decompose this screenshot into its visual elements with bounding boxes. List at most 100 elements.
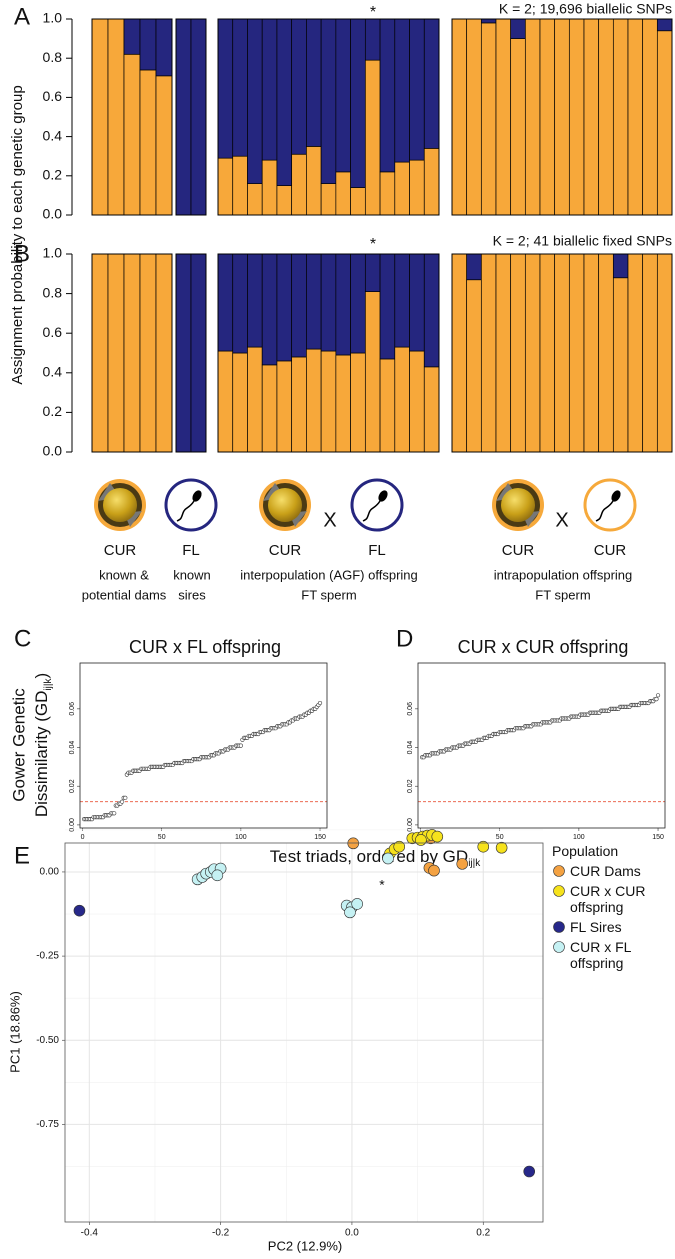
icon-caption: sires: [178, 587, 206, 602]
bar-segment: [612, 253, 629, 279]
legend-marker: [553, 865, 565, 877]
legend-title: Population: [552, 843, 619, 859]
y-tick-label: 0.04: [69, 741, 76, 755]
group-frame: [451, 18, 673, 216]
y-tick-label: 0.4: [43, 127, 63, 143]
bar-segment: [276, 185, 293, 216]
group-frame: [217, 18, 440, 216]
group-frame: [451, 253, 673, 453]
icon-caption: FT sperm: [301, 587, 356, 602]
legend-swatch: [553, 921, 565, 933]
x-tick-label: 100: [573, 834, 585, 841]
y-tick-label: 0.00: [407, 818, 414, 832]
x-tick-label: 50: [158, 834, 166, 841]
cross-symbol: X: [323, 509, 336, 531]
legend-marker: [553, 941, 565, 953]
bar-segment: [612, 277, 629, 453]
y-tick-label: 0.2: [43, 167, 63, 183]
x-tick-label: -0.2: [212, 1228, 230, 1239]
bar-segment: [335, 171, 351, 216]
y-tick-label: 0.02: [69, 779, 76, 793]
bar-segment: [139, 18, 157, 71]
bar-segment: [394, 253, 410, 348]
bar-segment: [598, 253, 614, 453]
bar-segment: [510, 38, 526, 216]
group-frame: [91, 18, 173, 216]
bar-segment: [350, 18, 366, 188]
icon-label: FL: [182, 542, 200, 559]
y-axis-label: Gower Genetic: [9, 688, 28, 802]
data-point: [495, 841, 508, 854]
x-axis-label-text: Test triads, ordered by GD: [270, 847, 468, 866]
bar-segment: [291, 153, 307, 216]
bar-segment: [423, 253, 440, 368]
y-axis-label-end: ): [32, 673, 51, 679]
x-tick-label: 0.0: [345, 1228, 359, 1239]
bar-segment: [480, 18, 497, 24]
data-point: [120, 799, 125, 804]
bar-segment: [155, 75, 173, 216]
bar-segment: [539, 18, 556, 216]
x-tick-label: 0: [81, 834, 85, 841]
plot-frame: [64, 842, 544, 1223]
bar-segment: [568, 253, 585, 453]
bar-segment: [423, 366, 440, 453]
y-tick-label: -0.50: [36, 1035, 59, 1046]
legend-item: CUR x CUR offspring: [552, 883, 672, 915]
bar-segment: [217, 350, 234, 453]
bar-segment: [350, 352, 366, 453]
bar-segment: [451, 18, 468, 216]
bar-segment: [627, 18, 644, 216]
bar-segment: [320, 183, 337, 216]
y-tick-label: -0.75: [36, 1119, 59, 1130]
bar-segment: [123, 53, 141, 216]
bar-segment: [217, 157, 234, 216]
data-point: [351, 898, 363, 910]
bar-segment: [261, 18, 278, 161]
bar-segment: [261, 159, 278, 216]
bar-segment: [350, 253, 366, 354]
bar-segment: [276, 18, 293, 186]
bar-segment: [247, 183, 263, 216]
legend-swatch: [553, 941, 565, 953]
legend-item: CUR x FL offspring: [552, 939, 672, 971]
x-tick-label: 150: [652, 834, 664, 841]
bar-segment: [190, 253, 207, 453]
bar-segment: [539, 253, 556, 453]
bar-segment: [123, 253, 141, 453]
bar-segment: [306, 348, 322, 453]
panel-letter: C: [14, 625, 31, 652]
data-point: [654, 697, 659, 702]
icon-caption: known &: [99, 567, 149, 582]
bar-segment: [335, 354, 351, 453]
icon-caption: intrapopulation offspring: [494, 567, 633, 582]
icon-caption: known: [173, 567, 211, 582]
bar-segment: [217, 253, 234, 352]
y-tick-label: 0.06: [69, 702, 76, 716]
legend: Population CUR Dams CUR x CUR offspring FL…: [552, 843, 672, 971]
y-tick-label: 0.8: [43, 49, 63, 65]
bar-segment: [232, 253, 248, 354]
bar-segment: [175, 253, 192, 453]
bar-segment: [495, 253, 512, 453]
bar-segment: [554, 253, 570, 453]
bar-segment: [261, 253, 278, 366]
annotation-star: *: [370, 236, 376, 253]
legend-label: CUR Dams: [570, 863, 641, 879]
legend-label: CUR x FL offspring: [570, 939, 631, 971]
bar-segment: [291, 356, 307, 453]
x-tick-label: 50: [496, 834, 504, 841]
cross-symbol: X: [555, 509, 568, 531]
data-point: [428, 864, 440, 877]
group-frame: [217, 253, 440, 453]
bar-segment: [451, 253, 468, 453]
bar-segment: [306, 146, 322, 216]
bar-segment: [466, 279, 482, 453]
bar-segment: [335, 18, 351, 173]
bar-segment: [350, 187, 366, 216]
bar-segment: [91, 18, 109, 216]
x-tick-label: -0.4: [81, 1228, 99, 1239]
y-axis-label-text: Dissimilarity (GD: [32, 691, 51, 818]
icon-caption: FT sperm: [535, 587, 590, 602]
